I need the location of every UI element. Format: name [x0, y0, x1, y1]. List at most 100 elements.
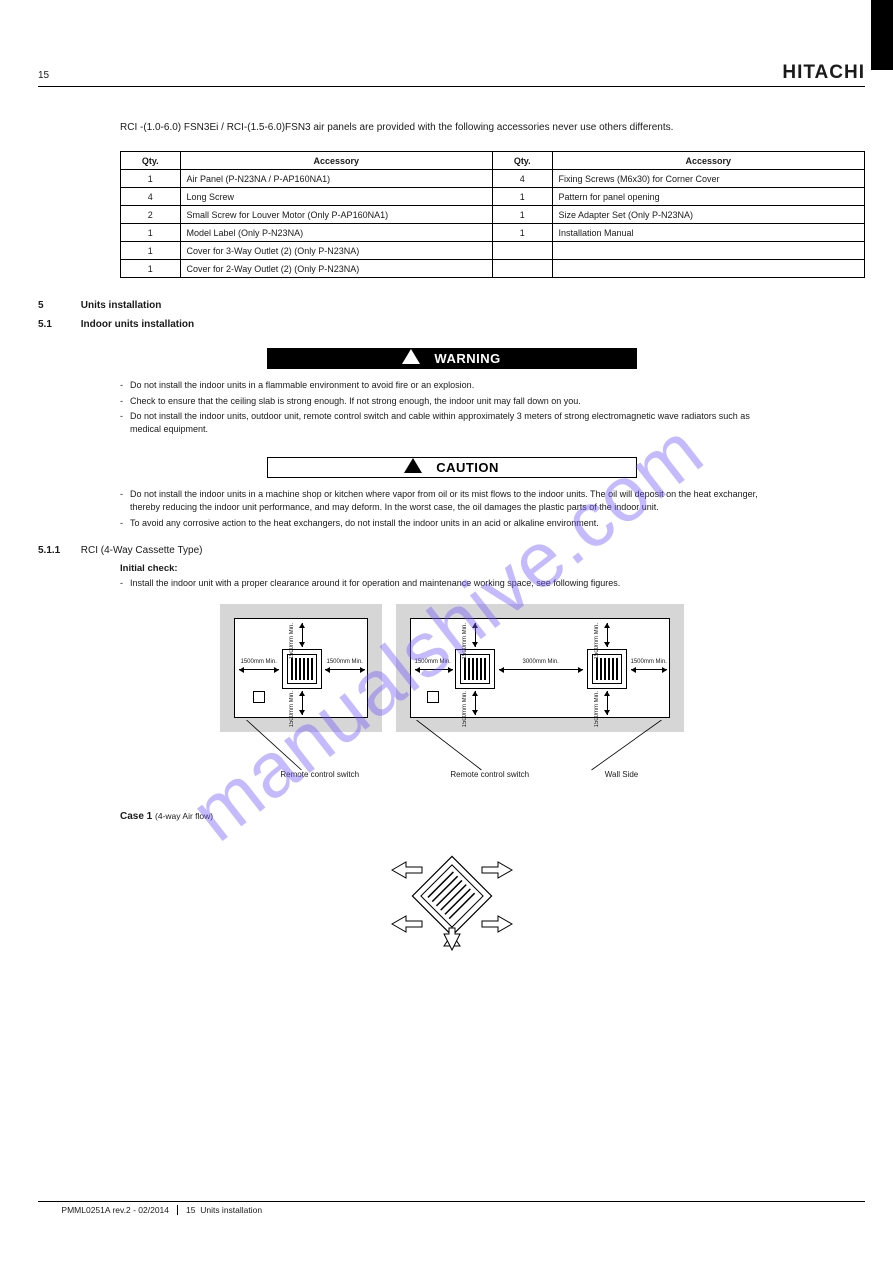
manual-ref: 15 — [38, 70, 49, 81]
dim-arrow — [325, 669, 365, 670]
cell-name: Size Adapter Set (Only P-N23NA) — [552, 206, 865, 224]
dim-label: 1500mm Min. — [289, 623, 295, 659]
room-double: 1500mm Min. 3000mm Min. 1500mm Min. 1500… — [396, 604, 684, 732]
th-qty1: Qty. — [121, 152, 181, 170]
cell-qty: 1 — [492, 188, 552, 206]
initial-check: Initial check: — [120, 562, 865, 575]
edge-tab — [871, 0, 893, 70]
cell-qty: 1 — [492, 224, 552, 242]
label-remote-2: Remote control switch — [435, 770, 545, 779]
cell-name: Pattern for panel opening — [552, 188, 865, 206]
cell-name: Cover for 3-Way Outlet (2) (Only P-N23NA… — [180, 242, 492, 260]
cell-name: Installation Manual — [552, 224, 865, 242]
cell-qty — [492, 260, 552, 278]
footer-ref: PMML0251A rev.2 - 02/2014 — [38, 1205, 178, 1215]
warning-bar: WARNING — [267, 348, 637, 369]
parts-table-wrap: Qty. Accessory Qty. Accessory 1Air Panel… — [120, 151, 865, 278]
dim-arrow — [302, 623, 303, 647]
cell-qty: 4 — [121, 188, 181, 206]
cell-name — [552, 260, 865, 278]
dim-label: 1500mm Min. — [415, 659, 451, 665]
main-content: RCI -(1.0-6.0) FSN3Ei / RCI-(1.5-6.0)FSN… — [38, 110, 865, 956]
case1-title: Case 1 (4-way Air flow) — [120, 811, 865, 822]
room-single: 1500mm Min. 1500mm Min. 1500mm Min. 1500… — [220, 604, 382, 732]
footer-pagename: Units installation — [200, 1205, 262, 1215]
dim-arrow — [607, 691, 608, 715]
cell-name: Fixing Screws (M6x30) for Corner Cover — [552, 170, 865, 188]
footer-pagenum: 15 — [186, 1205, 195, 1215]
cell-qty: 1 — [121, 170, 181, 188]
warning-label: WARNING — [434, 351, 500, 366]
warning-list: Do not install the indoor units in a fla… — [120, 379, 783, 435]
cell-qty: 1 — [121, 224, 181, 242]
cell-name: Air Panel (P-N23NA / P-AP160NA1) — [180, 170, 492, 188]
dim-label: 1500mm Min. — [594, 623, 600, 659]
dim-label: 1500mm Min. — [462, 691, 468, 727]
check-item: Install the indoor unit with a proper cl… — [120, 577, 783, 590]
caution-item: To avoid any corrosive action to the hea… — [120, 517, 783, 530]
caution-item: Do not install the indoor units in a mac… — [120, 488, 783, 513]
dim-arrow — [607, 623, 608, 647]
dim-arrow — [239, 669, 279, 670]
remote-switch-icon — [253, 691, 265, 703]
section-indoor: 5.1 Indoor units installation — [38, 319, 865, 330]
caution-label: CAUTION — [436, 460, 499, 475]
table-row: 1Cover for 3-Way Outlet (2) (Only P-N23N… — [121, 242, 865, 260]
dim-arrow — [302, 691, 303, 715]
warn-item: Do not install the indoor units in a fla… — [120, 379, 783, 392]
4way-airflow-icon — [352, 836, 552, 956]
intro-text: RCI -(1.0-6.0) FSN3Ei / RCI-(1.5-6.0)FSN… — [120, 120, 865, 135]
cell-name: Small Screw for Louver Motor (Only P-AP1… — [180, 206, 492, 224]
table-row: 4Long Screw1Pattern for panel opening — [121, 188, 865, 206]
th-name2: Accessory — [552, 152, 865, 170]
clearance-diagrams: 1500mm Min. 1500mm Min. 1500mm Min. 1500… — [38, 604, 865, 732]
brand-logo: HITACHI — [782, 62, 865, 84]
cell-qty: 1 — [121, 242, 181, 260]
cassette-unit — [587, 649, 627, 689]
cell-qty: 1 — [492, 206, 552, 224]
dim-label: 3000mm Min. — [523, 659, 559, 665]
airflow-diagram — [38, 836, 865, 956]
remote-switch-icon — [427, 691, 439, 703]
warning-icon — [402, 349, 420, 367]
dim-arrow — [475, 691, 476, 715]
th-qty2: Qty. — [492, 152, 552, 170]
cell-name: Cover for 2-Way Outlet (2) (Only P-N23NA… — [180, 260, 492, 278]
cell-qty: 4 — [492, 170, 552, 188]
table-row: 1Cover for 2-Way Outlet (2) (Only P-N23N… — [121, 260, 865, 278]
warn-item: Check to ensure that the ceiling slab is… — [120, 395, 783, 408]
page-footer: PMML0251A rev.2 - 02/2014 15 Units insta… — [38, 1201, 865, 1215]
cassette-unit — [282, 649, 322, 689]
dim-arrow — [475, 623, 476, 647]
table-row: 2Small Screw for Louver Motor (Only P-AP… — [121, 206, 865, 224]
dim-label: 1500mm Min. — [462, 623, 468, 659]
caution-bar: CAUTION — [267, 457, 637, 478]
dim-arrow — [631, 669, 667, 670]
th-name1: Accessory — [180, 152, 492, 170]
page-header: 15 HITACHI — [38, 62, 865, 87]
caution-icon — [404, 458, 422, 476]
initial-check-list: Install the indoor unit with a proper cl… — [120, 577, 783, 590]
dim-label: 1500mm Min. — [289, 691, 295, 727]
table-row: 1Air Panel (P-N23NA / P-AP160NA1)4Fixing… — [121, 170, 865, 188]
cell-name: Model Label (Only P-N23NA) — [180, 224, 492, 242]
cell-name — [552, 242, 865, 260]
dim-label: 1500mm Min. — [241, 659, 277, 665]
dim-label: 1500mm Min. — [594, 691, 600, 727]
dim-label: 1500mm Min. — [631, 659, 667, 665]
parts-table: Qty. Accessory Qty. Accessory 1Air Panel… — [120, 151, 865, 278]
cassette-unit — [455, 649, 495, 689]
cell-name: Long Screw — [180, 188, 492, 206]
label-remote: Remote control switch — [265, 770, 375, 779]
table-row: 1Model Label (Only P-N23NA)1Installation… — [121, 224, 865, 242]
dim-label: 1500mm Min. — [327, 659, 363, 665]
cell-qty — [492, 242, 552, 260]
caution-list: Do not install the indoor units in a mac… — [120, 488, 783, 529]
diagram-labels: Remote control switch Remote control swi… — [38, 770, 865, 779]
table-header-row: Qty. Accessory Qty. Accessory — [121, 152, 865, 170]
label-wall: Wall Side — [605, 770, 639, 779]
cell-qty: 2 — [121, 206, 181, 224]
dim-arrow — [415, 669, 453, 670]
section-units: 5 Units installation — [38, 300, 865, 311]
rci-section: 5.1.1 RCI (4-Way Cassette Type) — [38, 545, 865, 556]
